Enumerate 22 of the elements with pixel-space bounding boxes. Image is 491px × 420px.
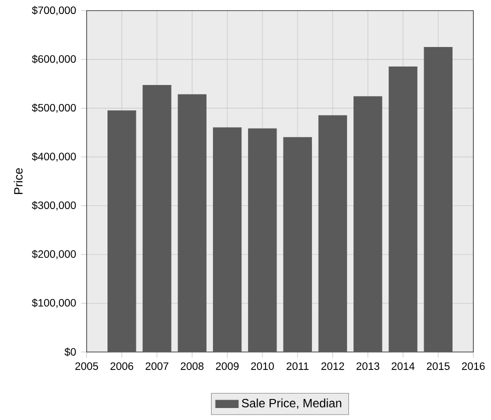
x-tick-label: 2008 (180, 362, 204, 370)
x-tick-label: 2007 (146, 362, 168, 370)
x-tick-label: 2011 (286, 362, 309, 370)
x-tick-label: 2012 (321, 362, 344, 370)
y-tick-label: $100,000 (32, 298, 76, 308)
x-tick-label: 2013 (356, 362, 380, 370)
y-tick-label: $0 (64, 348, 76, 356)
y-tick-label: $600,000 (32, 54, 76, 64)
y-tick-label: $500,000 (32, 104, 76, 113)
y-axis-title: Price (14, 168, 23, 194)
x-tick-label: 2005 (75, 362, 98, 370)
x-tick-label: 2014 (392, 362, 415, 370)
y-tick-label: $400,000 (32, 152, 76, 162)
y-tick-label: $700,000 (32, 6, 76, 16)
legend-label: Sale Price, Median (242, 398, 342, 409)
x-tick-label: 2016 (462, 362, 485, 370)
y-tick-label: $200,000 (32, 250, 76, 260)
y-tick-label: $300,000 (32, 201, 76, 210)
x-tick-label: 2009 (216, 362, 239, 370)
x-tick-label: 2015 (426, 362, 450, 370)
x-tick-label: 2006 (110, 362, 134, 370)
x-tick-label: 2010 (251, 362, 274, 370)
